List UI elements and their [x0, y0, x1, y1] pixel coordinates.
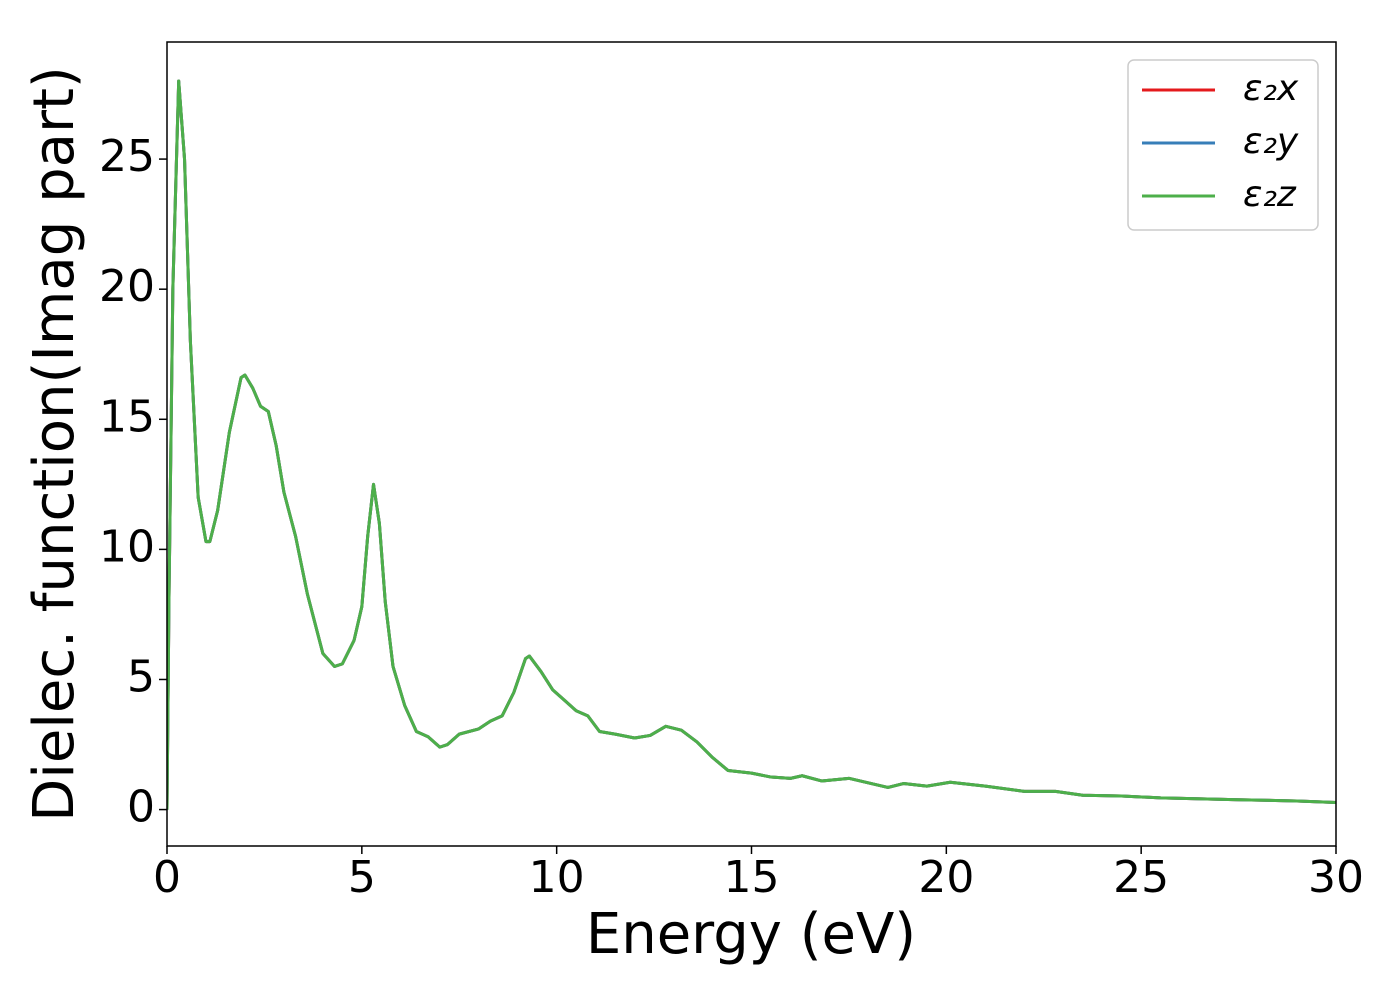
x-tick-label: 15	[724, 852, 780, 903]
x-axis-label: Energy (eV)	[586, 902, 916, 967]
legend-box	[1127, 59, 1319, 231]
y-tick-label: 0	[127, 782, 155, 833]
x-tick-label: 20	[918, 852, 974, 903]
line-series	[167, 79, 1336, 810]
legend-label: ε₂x	[1243, 68, 1299, 109]
y-tick-label: 15	[99, 391, 155, 442]
legend-label: ε₂z	[1243, 174, 1297, 215]
y-tick-label: 5	[127, 651, 155, 702]
y-axis-label: Dielec. function(Imag part)	[22, 66, 87, 822]
y-tick-label: 20	[99, 261, 155, 312]
x-tick-label: 5	[348, 852, 376, 903]
y-tick-label: 10	[99, 521, 155, 572]
plot-frame	[166, 41, 1337, 847]
y-tick-label: 25	[99, 131, 155, 182]
x-tick-label: 10	[529, 852, 585, 903]
x-tick-label: 30	[1308, 852, 1364, 903]
x-tick-label: 0	[153, 852, 181, 903]
legend-label: ε₂y	[1243, 121, 1299, 162]
x-tick-label: 25	[1113, 852, 1169, 903]
